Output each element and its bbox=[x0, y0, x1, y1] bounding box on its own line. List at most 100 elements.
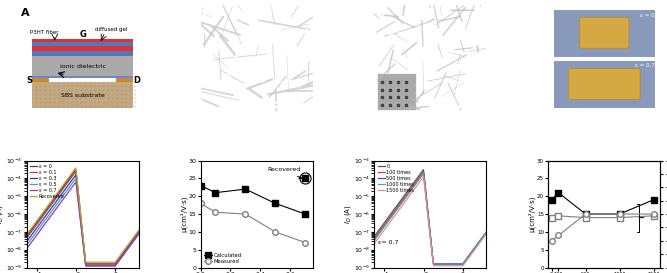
1500 times bbox=[482, 232, 490, 235]
1000 times bbox=[375, 232, 383, 235]
100 times bbox=[482, 230, 490, 233]
1000 times bbox=[392, 210, 400, 213]
Recovered bbox=[53, 192, 61, 195]
500 times bbox=[430, 262, 438, 266]
ε = 0.7 bbox=[126, 244, 134, 247]
FancyBboxPatch shape bbox=[32, 82, 133, 108]
Line: 0: 0 bbox=[374, 170, 486, 264]
ε = 0 bbox=[27, 229, 35, 232]
ε = 0 bbox=[82, 262, 90, 266]
Bar bbox=[32, 56, 133, 76]
ε = 0.3 bbox=[135, 232, 143, 235]
ε = 0.5 bbox=[130, 238, 138, 241]
ε = 0 bbox=[135, 230, 143, 233]
Text: P3HT fiber: P3HT fiber bbox=[30, 30, 59, 35]
ε = 0.7 bbox=[53, 207, 61, 210]
ε = 0.7 bbox=[23, 247, 31, 250]
ε = 0 bbox=[43, 206, 51, 210]
ε = 0.3 bbox=[82, 264, 90, 267]
Recovered bbox=[130, 235, 138, 238]
ε = 0.1 bbox=[82, 262, 90, 266]
Measured bbox=[211, 211, 219, 214]
Text: S: S bbox=[26, 76, 32, 85]
Recovered bbox=[72, 166, 80, 170]
Y-axis label: $I_D$ (A): $I_D$ (A) bbox=[0, 204, 5, 224]
0 bbox=[430, 262, 438, 266]
100 times bbox=[474, 242, 482, 245]
Y-axis label: μ(cm²/V·s): μ(cm²/V·s) bbox=[179, 196, 187, 232]
ε = 0.5 bbox=[27, 238, 35, 241]
Legend: ε = 0, ε = 0.1, ε = 0.3, ε = 0.5, ε = 0.7, Recovered: ε = 0, ε = 0.1, ε = 0.3, ε = 0.5, ε = 0.… bbox=[29, 163, 65, 200]
ε = 0.5 bbox=[82, 264, 90, 267]
Calculated bbox=[271, 202, 279, 205]
1500 times bbox=[400, 201, 408, 204]
0 bbox=[474, 242, 482, 245]
FancyBboxPatch shape bbox=[580, 17, 629, 48]
1500 times bbox=[430, 264, 438, 267]
Text: ε= 0.7: ε= 0.7 bbox=[378, 240, 399, 245]
ε = 0 bbox=[72, 168, 80, 171]
500 times bbox=[478, 236, 486, 240]
Line: 100 times: 100 times bbox=[374, 171, 486, 264]
1500 times bbox=[478, 238, 486, 241]
ε = 0.7 bbox=[43, 219, 51, 222]
ε = 0.5 bbox=[43, 215, 51, 219]
Measured bbox=[241, 212, 249, 216]
100 times bbox=[400, 196, 408, 199]
Text: 10 μm: 10 μm bbox=[279, 97, 296, 102]
100 times bbox=[377, 227, 385, 231]
ε = 0.3 bbox=[130, 238, 138, 241]
100 times bbox=[430, 262, 438, 266]
Bar bbox=[554, 61, 655, 108]
Measured bbox=[301, 241, 309, 244]
ε = 0.7 bbox=[72, 180, 80, 184]
1500 times bbox=[474, 244, 482, 247]
1500 times bbox=[392, 213, 400, 217]
Measured bbox=[197, 202, 205, 205]
1000 times bbox=[377, 229, 385, 232]
ε = 0 bbox=[23, 235, 31, 238]
500 times bbox=[420, 172, 428, 175]
ε = 0.5 bbox=[126, 244, 134, 247]
ε = 0.7 bbox=[130, 238, 138, 241]
Line: Calculated: Calculated bbox=[197, 183, 308, 217]
ε = 0.3 bbox=[72, 173, 80, 177]
500 times bbox=[377, 229, 385, 232]
100 times bbox=[478, 236, 486, 240]
ε = 0.1 bbox=[135, 230, 143, 233]
100 times bbox=[420, 170, 428, 173]
1000 times bbox=[430, 262, 438, 266]
ε = 0.7 bbox=[82, 264, 90, 267]
Bar bbox=[32, 39, 133, 41]
Text: G: G bbox=[79, 30, 86, 39]
1000 times bbox=[370, 238, 378, 242]
ε = 0.5 bbox=[23, 244, 31, 247]
Calculated bbox=[241, 188, 249, 191]
ε = 0 bbox=[53, 194, 61, 197]
ε = 0.7 bbox=[27, 241, 35, 244]
Text: D: D bbox=[133, 76, 140, 85]
500 times bbox=[482, 230, 490, 233]
ε = 0.3 bbox=[43, 212, 51, 215]
100 times bbox=[370, 236, 378, 240]
0 bbox=[375, 229, 383, 232]
Line: ε = 0.1: ε = 0.1 bbox=[27, 171, 139, 264]
Y-axis label: $I_D$ (A): $I_D$ (A) bbox=[343, 204, 353, 224]
500 times bbox=[392, 210, 400, 213]
1000 times bbox=[400, 198, 408, 201]
Recovered bbox=[29, 224, 37, 227]
Line: 1500 times: 1500 times bbox=[374, 177, 486, 266]
Text: G: G bbox=[426, 32, 434, 43]
Bar bbox=[32, 76, 133, 78]
Bar bbox=[402, 16, 458, 59]
Line: ε = 0.7: ε = 0.7 bbox=[27, 182, 139, 266]
Recovered bbox=[43, 204, 51, 208]
Text: 100 μm: 100 μm bbox=[452, 98, 471, 103]
Bar bbox=[32, 51, 133, 56]
ε = 0.1 bbox=[130, 236, 138, 240]
Line: 1000 times: 1000 times bbox=[374, 173, 486, 264]
0 bbox=[370, 235, 378, 238]
Recovered bbox=[135, 229, 143, 232]
Bar bbox=[377, 73, 416, 110]
Legend: Calculated, Measured: Calculated, Measured bbox=[203, 252, 243, 265]
